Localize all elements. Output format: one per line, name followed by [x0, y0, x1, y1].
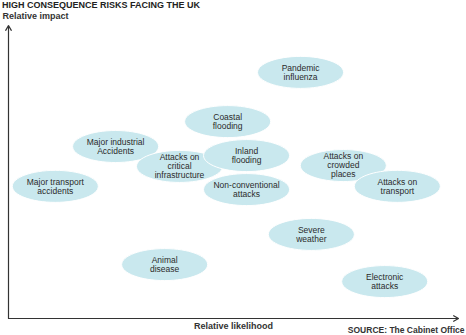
svg-text:Non-conventionalattacks: Non-conventionalattacks: [213, 180, 279, 199]
svg-text:Animaldisease: Animaldisease: [150, 255, 180, 274]
svg-text:Attacks oncriticalinfrastructu: Attacks oncriticalinfrastructure: [155, 152, 205, 180]
svg-text:Pandemicinfluenza: Pandemicinfluenza: [282, 63, 321, 82]
svg-text:Relative impact: Relative impact: [3, 11, 69, 21]
html-text:HIGH CONSEQUENCE RISKS FACING: HIGH CONSEQUENCE RISKS FACING THE UK: [2, 0, 200, 10]
svg-text:Inlandflooding: Inlandflooding: [232, 146, 262, 165]
svg-text:Relative likelihood: Relative likelihood: [194, 321, 273, 331]
svg-text:SOURCE: The Cabinet Office: SOURCE: The Cabinet Office: [348, 325, 465, 335]
svg-text:Major industrialAccidents: Major industrialAccidents: [87, 137, 145, 156]
svg-text:Severeweather: Severeweather: [295, 225, 326, 244]
svg-text:Attacks ontransport: Attacks ontransport: [377, 177, 417, 196]
svg-text:Attacks oncrowdedplaces: Attacks oncrowdedplaces: [323, 151, 363, 179]
svg-text:Major transportaccidents: Major transportaccidents: [27, 177, 85, 196]
svg-text:Electronicattacks: Electronicattacks: [366, 272, 404, 291]
svg-text:Coastalflooding: Coastalflooding: [213, 112, 243, 131]
